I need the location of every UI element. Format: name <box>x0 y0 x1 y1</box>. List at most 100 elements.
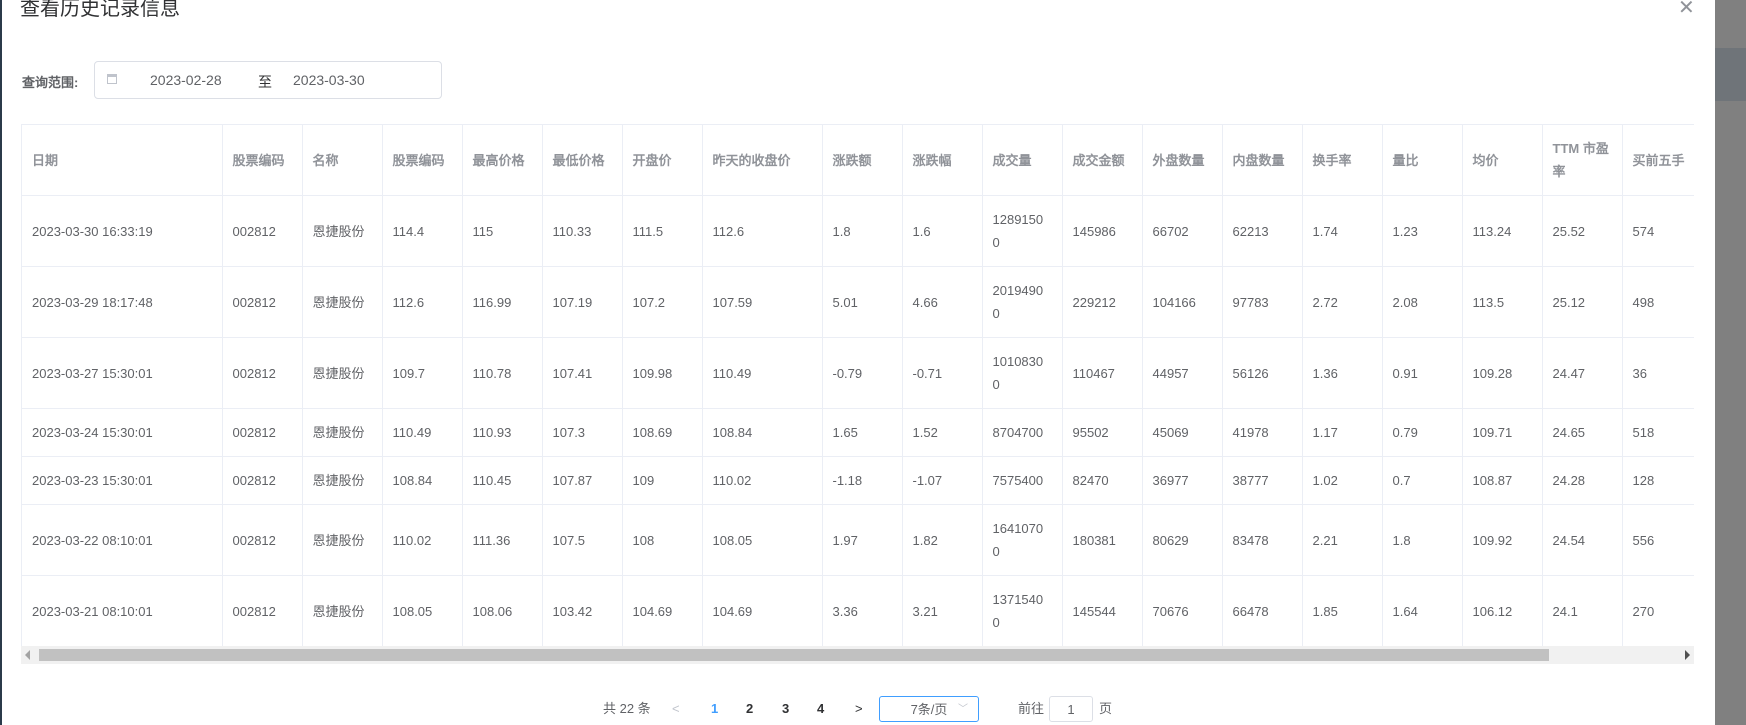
cell-value: 110.49 <box>392 425 432 440</box>
cell-value: 104166 <box>1152 294 1196 310</box>
table-cell: 107.41 <box>542 337 623 409</box>
cell-value: 1.64 <box>1392 603 1418 619</box>
cell-value: 107.19 <box>552 294 593 310</box>
cell-value: 82470 <box>1072 473 1109 488</box>
cell-value: 4.66 <box>912 294 938 310</box>
cell-value: 恩捷股份 <box>312 532 365 548</box>
cell-value: 0.79 <box>1392 425 1418 440</box>
cell-value: -0.71 <box>912 365 943 381</box>
table-cell: 24.65 <box>1542 408 1623 457</box>
end-date-input[interactable]: 2023-03-30 <box>293 72 365 88</box>
cell-value: 3.36 <box>832 603 858 619</box>
page-size-select[interactable]: 7条/页 ﹀ <box>879 696 979 722</box>
background-band <box>1715 48 1746 101</box>
cell-value: 3.21 <box>912 603 938 619</box>
column-header: 外盘数量 <box>1142 125 1223 196</box>
cell-value: 41978 <box>1232 425 1269 440</box>
next-page-icon[interactable]: > <box>855 701 863 716</box>
cell-value: 107.41 <box>552 365 593 381</box>
cell-value: 44957 <box>1152 365 1189 381</box>
table-cell: 10108300 <box>982 337 1063 409</box>
cell-value: 2023-03-21 08:10:01 <box>32 603 153 619</box>
table-cell: 0.7 <box>1382 456 1463 505</box>
cell-value: 62213 <box>1232 223 1269 239</box>
table-cell: 107.3 <box>542 408 623 457</box>
prev-page-icon[interactable]: < <box>672 701 680 716</box>
cell-value: 7575400 <box>992 473 1044 488</box>
cell-value: 002812 <box>232 294 276 310</box>
table-cell: 107.87 <box>542 456 623 505</box>
scroll-right-arrow-icon[interactable] <box>1685 650 1690 660</box>
table-cell: 104166 <box>1142 266 1223 338</box>
cell-value: 25.52 <box>1552 223 1586 239</box>
cell-value: 2023-03-24 15:30:01 <box>32 425 153 440</box>
table-cell: 95502 <box>1062 408 1143 457</box>
goto-page-input[interactable]: 1 <box>1049 696 1093 722</box>
scroll-left-arrow-icon[interactable] <box>25 650 30 660</box>
cell-value: 110.02 <box>712 473 752 488</box>
table-cell: 2023-03-24 15:30:01 <box>22 408 223 457</box>
cell-value: 66478 <box>1232 603 1269 619</box>
cell-value: 2023-03-23 15:30:01 <box>32 473 153 488</box>
page-1[interactable]: 1 <box>711 701 719 716</box>
cell-value: 108.06 <box>472 603 513 619</box>
cell-value: 恩捷股份 <box>312 223 365 239</box>
table-cell: -0.79 <box>822 337 903 409</box>
cell-value: 2.08 <box>1392 294 1418 310</box>
table-cell: 2.08 <box>1382 266 1463 338</box>
page-3[interactable]: 3 <box>782 701 790 716</box>
table-cell: 116.99 <box>462 266 543 338</box>
table-cell: 110.93 <box>462 408 543 457</box>
column-header: 内盘数量 <box>1222 125 1303 196</box>
cell-value: 1.36 <box>1312 365 1338 381</box>
table-cell: 109.28 <box>1462 337 1543 409</box>
table-cell: 104.69 <box>622 575 703 647</box>
scrollbar-thumb[interactable] <box>39 649 1549 661</box>
table-cell: 2023-03-29 18:17:48 <box>22 266 223 338</box>
column-header: 换手率 <box>1302 125 1383 196</box>
cell-value: 97783 <box>1232 294 1269 310</box>
table-cell: 4.66 <box>902 266 983 338</box>
cell-value: 1.8 <box>1392 532 1411 548</box>
table-cell: 恩捷股份 <box>302 337 383 409</box>
table-cell: 110467 <box>1062 337 1143 409</box>
horizontal-scrollbar[interactable] <box>21 646 1694 664</box>
cell-value: 1.85 <box>1312 603 1338 619</box>
cell-value: 2023-03-29 18:17:48 <box>32 294 153 310</box>
cell-value: 002812 <box>232 532 276 548</box>
table-cell: -1.07 <box>902 456 983 505</box>
cell-value: 115 <box>472 223 494 239</box>
cell-value: 107.59 <box>712 294 753 310</box>
table-cell: 112.6 <box>702 195 823 267</box>
cell-value: 113.24 <box>1472 223 1512 239</box>
table-cell: 1.8 <box>1382 504 1463 576</box>
table-cell: 110.33 <box>542 195 623 267</box>
page-2[interactable]: 2 <box>746 701 754 716</box>
table-cell: 97783 <box>1222 266 1303 338</box>
cell-value: 16410700 <box>992 521 1044 559</box>
column-header: 成交金额 <box>1062 125 1143 196</box>
cell-value: -1.18 <box>832 473 863 488</box>
table-cell: 106.12 <box>1462 575 1543 647</box>
table-cell: 110.45 <box>462 456 543 505</box>
page-4[interactable]: 4 <box>817 701 825 716</box>
background-overlay-edge <box>0 0 2 725</box>
date-range-picker[interactable]: 2023-02-28 至 2023-03-30 <box>94 61 442 99</box>
table-cell: 104.69 <box>702 575 823 647</box>
close-icon[interactable]: ✕ <box>1678 0 1695 19</box>
table-cell: 109.92 <box>1462 504 1543 576</box>
table-cell: 1.6 <box>902 195 983 267</box>
table-cell: 12891500 <box>982 195 1063 267</box>
table-cell: 7575400 <box>982 456 1063 505</box>
cell-value: 229212 <box>1072 294 1116 310</box>
start-date-input[interactable]: 2023-02-28 <box>150 72 222 88</box>
history-table: 日期 股票编码 名称 股票编码 最高价格 最低价格 开盘价 昨天的收盘价 涨跌额 涨跌幅 成交量 成交… <box>21 124 1694 664</box>
goto-label: 前往 <box>1018 701 1045 716</box>
table-cell: 2023-03-22 08:10:01 <box>22 504 223 576</box>
cell-value: 24.47 <box>1552 365 1586 381</box>
cell-value: 5.01 <box>832 294 858 310</box>
table-cell: 2023-03-27 15:30:01 <box>22 337 223 409</box>
table-cell: 恩捷股份 <box>302 408 383 457</box>
table-cell: 41978 <box>1222 408 1303 457</box>
table-cell: 103.42 <box>542 575 623 647</box>
